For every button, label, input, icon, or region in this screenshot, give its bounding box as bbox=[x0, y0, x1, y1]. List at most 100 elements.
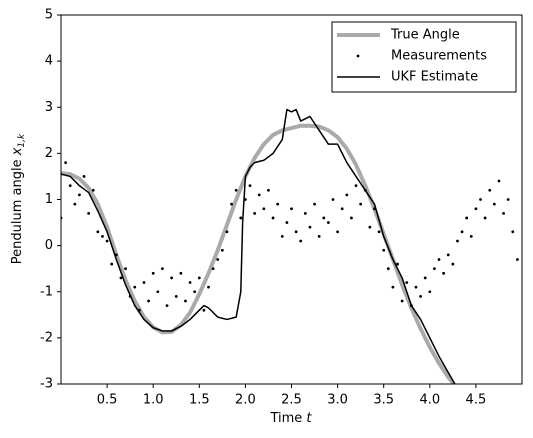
x-tick-label: 4.0 bbox=[419, 393, 440, 408]
measurement-point bbox=[64, 161, 68, 165]
measurement-point bbox=[322, 216, 326, 220]
y-tick-label: 3 bbox=[45, 100, 53, 115]
measurement-point bbox=[492, 202, 496, 206]
measurement-point bbox=[119, 276, 123, 280]
x-tick-label: 2.5 bbox=[281, 393, 302, 408]
x-tick-label: 4.5 bbox=[466, 393, 487, 408]
measurement-point bbox=[170, 276, 174, 280]
y-tick-label: -1 bbox=[40, 284, 53, 299]
measurement-point bbox=[456, 239, 459, 243]
plot-area bbox=[61, 108, 519, 384]
measurement-point bbox=[184, 299, 187, 303]
measurement-point bbox=[474, 207, 478, 211]
x-tick-label: 1.5 bbox=[189, 393, 210, 408]
measurement-point bbox=[294, 230, 298, 234]
measurement-point bbox=[165, 304, 169, 307]
measurement-point bbox=[271, 216, 275, 220]
measurement-point bbox=[110, 262, 114, 266]
x-tick-label: 3.5 bbox=[373, 393, 394, 408]
measurement-point bbox=[82, 175, 86, 178]
measurement-point bbox=[451, 262, 455, 266]
measurement-point bbox=[96, 230, 100, 234]
measurement-point bbox=[202, 308, 206, 312]
x-tick-label: 1.0 bbox=[143, 393, 164, 408]
legend-label: Measurements bbox=[391, 49, 487, 64]
legend-box bbox=[331, 21, 517, 93]
y-label-text: Pendulum angle bbox=[10, 159, 25, 264]
series-line bbox=[61, 108, 456, 384]
measurement-point bbox=[248, 184, 252, 188]
measurement-point bbox=[437, 258, 441, 261]
measurement-point bbox=[488, 188, 492, 192]
measurement-point bbox=[303, 211, 307, 215]
series-line bbox=[61, 123, 457, 384]
measurement-point bbox=[340, 207, 344, 211]
y-axis-label: Pendulum angle x1,k bbox=[10, 133, 27, 264]
measurement-point bbox=[133, 285, 137, 289]
measurement-point bbox=[497, 179, 501, 183]
legend-swatch bbox=[356, 54, 360, 58]
measurement-point bbox=[423, 276, 427, 280]
measurement-point bbox=[262, 207, 266, 211]
measurement-point bbox=[331, 198, 335, 201]
x-tick-label: 2.0 bbox=[235, 393, 256, 408]
y-tick-label: 2 bbox=[45, 146, 53, 161]
x-label-text: Time bbox=[269, 411, 302, 426]
measurement-point bbox=[267, 188, 270, 192]
measurement-point bbox=[368, 225, 372, 229]
measurement-point bbox=[73, 202, 77, 206]
measurement-point bbox=[197, 276, 201, 280]
measurement-point bbox=[78, 193, 81, 197]
measurement-point bbox=[188, 281, 192, 284]
y-label-sub: 1,k bbox=[17, 133, 27, 148]
y-tick-label: 5 bbox=[45, 8, 53, 23]
measurement-point bbox=[230, 202, 233, 206]
y-tick-label: 1 bbox=[45, 192, 53, 207]
measurement-point bbox=[442, 271, 446, 275]
measurement-point bbox=[253, 211, 257, 215]
measurement-point bbox=[91, 188, 95, 192]
measurement-point bbox=[142, 281, 146, 284]
measurement-point bbox=[239, 216, 243, 220]
measurement-point bbox=[290, 207, 293, 211]
x-axis-label: Time t bbox=[269, 411, 312, 426]
measurement-point bbox=[101, 235, 104, 238]
measurement-point bbox=[359, 202, 363, 206]
measurement-point bbox=[382, 248, 386, 252]
measurement-point bbox=[285, 221, 289, 224]
measurement-point bbox=[207, 285, 210, 289]
measurement-point bbox=[511, 230, 515, 234]
measurement-point bbox=[313, 202, 316, 206]
x-tick-label: 0.5 bbox=[97, 393, 118, 408]
y-tick-label: -3 bbox=[40, 377, 53, 392]
measurement-point bbox=[345, 193, 349, 197]
x-label-var: t bbox=[306, 411, 312, 426]
measurement-point bbox=[515, 258, 519, 261]
measurement-point bbox=[446, 253, 450, 257]
measurement-point bbox=[414, 285, 418, 289]
measurement-point bbox=[405, 281, 409, 284]
legend-label: UKF Estimate bbox=[391, 70, 478, 85]
measurement-point bbox=[105, 239, 109, 243]
measurement-point bbox=[460, 230, 464, 234]
measurement-point bbox=[502, 211, 505, 215]
measurement-point bbox=[419, 294, 422, 298]
y-label-var: x bbox=[10, 147, 25, 156]
x-tick-label: 3.0 bbox=[327, 393, 348, 408]
measurement-point bbox=[479, 198, 482, 201]
measurement-point bbox=[151, 271, 155, 275]
measurement-point bbox=[161, 267, 164, 271]
measurement-point bbox=[68, 184, 72, 188]
measurement-point bbox=[216, 258, 220, 261]
measurement-point bbox=[336, 230, 339, 234]
y-tick-label: 0 bbox=[45, 238, 53, 253]
legend-label: True Angle bbox=[390, 28, 460, 43]
measurement-point bbox=[433, 267, 436, 271]
measurement-point bbox=[87, 211, 91, 215]
measurement-point bbox=[354, 184, 358, 188]
measurement-point bbox=[465, 216, 469, 220]
measurement-point bbox=[193, 290, 197, 294]
measurement-point bbox=[483, 216, 487, 220]
measurement-point bbox=[400, 299, 404, 303]
